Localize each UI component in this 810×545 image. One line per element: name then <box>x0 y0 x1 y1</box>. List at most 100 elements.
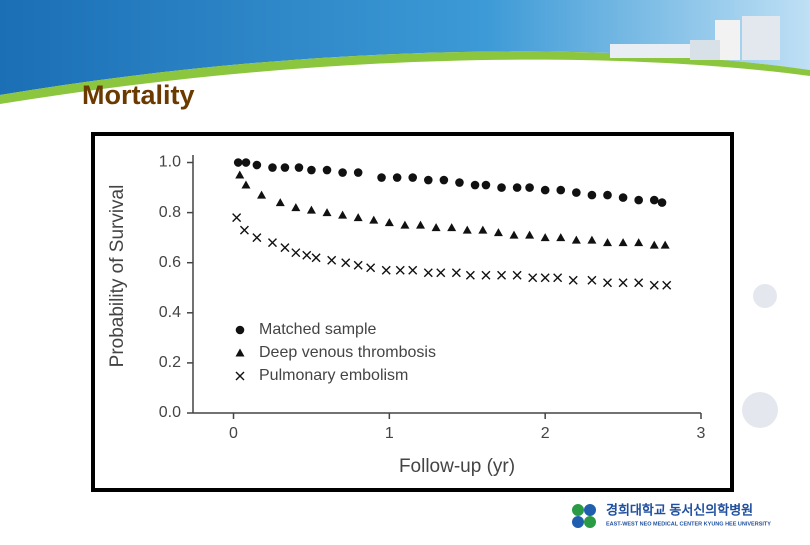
point <box>353 260 363 270</box>
point <box>540 185 550 195</box>
x-tick-label: 1 <box>385 425 394 442</box>
point <box>660 240 670 249</box>
point <box>369 215 379 224</box>
point <box>377 173 386 182</box>
x-axis-label: Follow-up (yr) <box>399 456 515 477</box>
x-tick-label: 2 <box>541 425 550 442</box>
point <box>424 175 433 185</box>
point <box>307 165 316 175</box>
point <box>553 273 563 283</box>
point <box>662 280 672 290</box>
point <box>540 273 550 283</box>
header-banner <box>0 0 810 95</box>
y-tick-label: 0.0 <box>159 404 181 421</box>
point <box>268 163 277 172</box>
point <box>657 198 667 207</box>
point <box>232 213 242 223</box>
point <box>280 243 290 253</box>
point <box>512 183 522 192</box>
point <box>571 235 581 244</box>
x-tick-label: 0 <box>229 425 238 442</box>
point <box>267 238 277 248</box>
point <box>439 175 449 185</box>
point <box>294 163 304 172</box>
point <box>481 270 491 280</box>
point <box>618 238 628 247</box>
point <box>275 198 285 207</box>
point <box>509 230 519 239</box>
point <box>556 233 566 242</box>
point <box>395 265 405 275</box>
y-tick-label: 0.2 <box>159 354 181 371</box>
point <box>252 160 262 170</box>
point <box>478 225 488 234</box>
slide-title: Mortality <box>82 80 195 110</box>
decor-dot <box>753 284 777 308</box>
point <box>353 168 363 177</box>
decor-dot <box>742 392 778 428</box>
point <box>568 275 578 285</box>
point <box>322 165 332 175</box>
point <box>322 208 332 217</box>
point <box>341 258 351 268</box>
point <box>540 233 550 242</box>
point <box>455 178 464 187</box>
point <box>291 203 301 212</box>
building-illustration <box>610 16 780 60</box>
point <box>239 225 249 235</box>
point <box>241 158 251 167</box>
point <box>291 248 301 258</box>
point <box>408 265 418 275</box>
point <box>634 238 644 247</box>
point <box>381 265 391 275</box>
point <box>235 170 245 179</box>
point <box>241 180 251 189</box>
point <box>311 253 321 263</box>
logo-subtitle: EAST-WEST NEO MEDICAL CENTER KYUNG HEE U… <box>606 521 771 527</box>
point <box>481 180 491 190</box>
point <box>634 195 643 205</box>
point <box>338 210 348 219</box>
point <box>384 218 394 227</box>
point <box>528 273 538 283</box>
point <box>280 163 290 172</box>
point <box>587 235 597 244</box>
point <box>462 225 472 234</box>
point <box>353 213 363 222</box>
point <box>572 188 581 197</box>
logo-name: 경희대학교 동서신의학병원 <box>606 502 753 517</box>
footer-logo: 경희대학교 동서신의학병원 EAST-WEST NEO MEDICAL CENT… <box>572 502 771 528</box>
point <box>618 278 628 288</box>
legend-marker <box>235 325 245 335</box>
x-tick-label: 3 <box>697 425 706 442</box>
point <box>525 230 535 239</box>
chart: 0.0 0.2 0.4 0.6 0.8 1.0 0 1 2 3 Follow-up (yr) Prob… <box>107 154 706 477</box>
point <box>431 223 441 232</box>
y-tick-label: 0.6 <box>159 254 181 271</box>
legend-label: Matched sample <box>259 321 376 338</box>
legend-label: Pulmonary embolism <box>259 367 408 384</box>
point <box>587 275 597 285</box>
point <box>618 193 628 202</box>
point <box>257 190 267 199</box>
point <box>400 220 410 229</box>
legend-marker <box>235 371 245 381</box>
point <box>465 270 475 280</box>
point <box>306 205 316 214</box>
point <box>436 268 446 278</box>
point <box>233 158 243 167</box>
y-tick-label: 1.0 <box>159 154 181 171</box>
point <box>587 190 597 200</box>
point <box>497 183 506 192</box>
point <box>423 268 433 278</box>
point <box>556 185 566 195</box>
point <box>603 190 612 200</box>
point <box>447 223 457 232</box>
y-tick-label: 0.4 <box>159 304 181 321</box>
point <box>493 228 503 237</box>
header-stripe <box>0 51 810 104</box>
point <box>366 263 376 273</box>
point <box>392 173 402 182</box>
chart-frame <box>91 132 734 492</box>
y-tick-label: 0.8 <box>159 204 181 221</box>
